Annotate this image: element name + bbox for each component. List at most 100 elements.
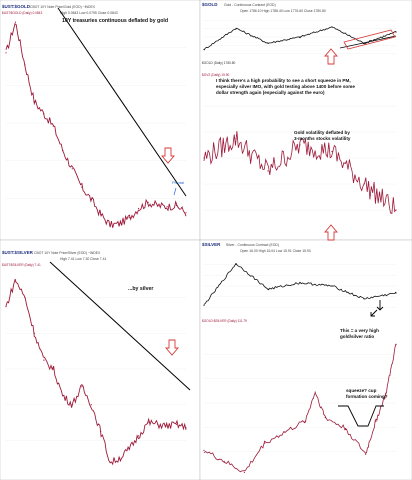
ust_silver-point [81,386,83,388]
ust_silver-point [100,430,102,432]
ust_gold-point [100,214,102,216]
trb-vol-text-box: Gold volatility deflated by 3-months sto… [294,130,350,141]
gold_vol_ratio-point [299,144,301,146]
brb-black-arrow [370,309,378,317]
bl-meta: High 7.41 Low 7.30 Close 7.41 [60,257,106,261]
ust_silver-series-line [5,278,187,466]
tl-pivotal-marker: Pivotal [172,180,184,196]
bl-legend: $UST:$SILVER (Daily) 7.41 [2,263,41,267]
silver_price-point [235,263,237,265]
ust_silver-point [5,306,7,308]
bl-symbol: $UST:$SILVER [2,250,34,255]
ust_gold-point [14,21,17,23]
trb-main-text-box: I think there's a high probability to se… [216,78,355,95]
bl-title: CBOT 10Y Note Price/Silver (EOD) ~INDEX [34,251,101,255]
gold_price-point [395,31,397,33]
trb-main-text: I think there's a high probability to se… [216,78,355,95]
ust_gold-point [90,198,92,200]
plot-ust-silver [5,278,187,466]
ust_gold-point [5,52,7,54]
gold_silver_ratio-point [344,428,347,430]
ust_silver-point [166,425,168,427]
bl-downtrend-line [49,261,191,391]
trt-uptrend-line [339,35,397,49]
ust_gold-point [147,201,149,203]
bl-annotation: ...by silver [128,286,153,292]
brt-symbol: $SILVER [202,242,221,247]
ust_silver-point [24,297,26,299]
gold_silver_ratio-point [284,431,286,433]
trb-legend: $GVZ (Daily) 15.90 [202,73,230,77]
panel-bottom-right [199,239,412,480]
ust_silver-point [33,332,36,334]
ust_silver-point [109,462,111,464]
ust_gold-point [24,64,26,66]
ust_silver-point [90,404,92,406]
ust_silver-point [185,427,187,429]
ust_silver-point [71,404,73,406]
silver_price-point [395,292,397,294]
gold_silver_ratio-point [324,417,326,419]
trt-symbol: $GOLD [202,2,218,7]
ust_gold-point [128,217,130,219]
ust_gold-point [71,168,73,170]
brt-black-arrow [376,300,384,311]
ust_gold-point [52,125,55,127]
ust_gold-point [157,204,159,207]
ust_gold-point [166,206,168,208]
gold_silver_ratio-point [314,391,316,393]
tl-title: CBOT 10Y Note Price/Gold (EOD) ~INDEX [30,5,96,9]
gold_price-point [267,42,269,44]
silver_price-point [203,304,205,306]
ust_silver-point [147,421,149,424]
tl-meta: High 0.0843 Low 0.0795 Close 0.0843 [60,11,118,15]
gold_vol_ratio-point [267,170,269,172]
bl-red-arrow [165,339,179,356]
ust_silver-point [128,448,130,450]
gold_silver_ratio-point [223,460,225,462]
ust_silver-point [14,279,17,281]
gold_silver_ratio-point [385,393,387,395]
ust_gold-point [185,212,187,214]
trt-red-channel [343,29,396,50]
brt-title: Silver - Continuous Contract (EOD) [226,243,279,247]
panel-top-left [0,0,201,241]
plot-gold-vol [203,105,397,214]
gold_silver_ratio-point [365,453,367,455]
brb-squeeze-text: squeeze? cup formation coming? [346,388,388,399]
ust_gold-point [119,223,121,225]
trt-meta: Open 1786.10 High 1788.40 Low 1776.60 Cl… [240,9,326,13]
cup-formation-sketch [338,405,384,427]
panel-bottom-left [0,239,201,480]
panel-top-right [199,0,412,241]
brb-ratio-text-box: This = a very high gold/silver ratio [340,328,379,339]
tl-annotation: 10Y treasuries continuous deflated by go… [62,18,168,24]
ust_silver-point [119,457,121,459]
gold_price-point [331,26,333,28]
tl-pivotal-label: Pivotal [172,180,184,185]
trt-red-arrow [324,48,338,65]
ust_silver-point [52,368,55,370]
silver_price-point [363,298,365,300]
brt-meta: Open 16.00 High 16.04 Low 15.91 Close 15… [240,249,311,253]
tl-downtrend-line [57,7,187,197]
ust_gold-point [62,149,64,152]
gold_price-point [235,27,237,29]
ust_gold-series-line [5,22,187,228]
gold_price-point [299,36,301,38]
gold_silver_ratio-series-line [203,343,397,473]
plot-gold-silver [203,343,397,473]
brb-squeeze-text-box: squeeze? cup formation coming? [346,388,388,399]
ust_gold-point [81,186,83,188]
ust_gold-point [138,207,140,210]
gold_price-point [203,48,205,51]
brb-legend: $GOLD:$SILVER (Daily) 111.79 [202,319,247,323]
trb-red-arrow [324,224,338,241]
gold_silver_ratio-point [375,420,377,422]
ust_gold-point [43,113,45,115]
gold_silver_ratio-point [264,442,266,444]
gold_vol_ratio-point [203,157,205,159]
gold_silver_ratio-point [304,420,306,422]
gold_silver_ratio-point [243,471,245,473]
